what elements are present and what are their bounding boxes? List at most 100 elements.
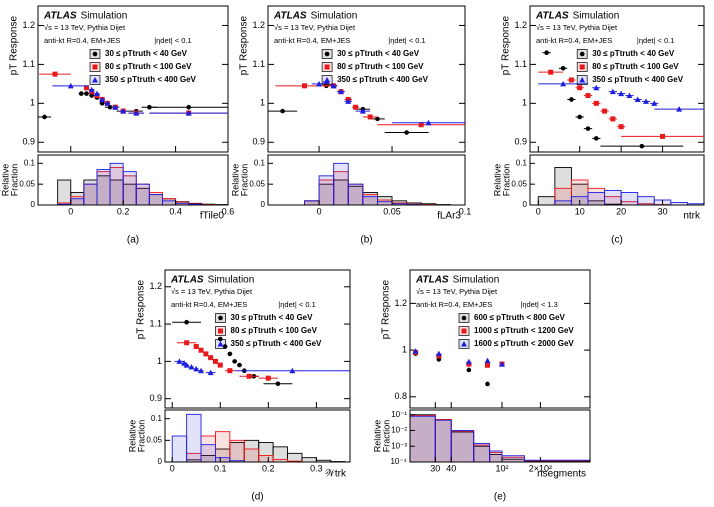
hist-bar bbox=[489, 450, 503, 463]
marker bbox=[568, 77, 574, 83]
y-tick-label: 0.05 bbox=[19, 179, 35, 188]
marker bbox=[237, 362, 242, 368]
y-tick-label: 10⁻¹ bbox=[391, 410, 407, 419]
legend-label: 30 ≤ pTtruth < 40 GeV bbox=[231, 313, 314, 322]
x-tick-label: 0.4 bbox=[169, 206, 182, 216]
hist-y-label: Relative bbox=[127, 420, 137, 453]
legend-label: 30 ≤ pTtruth < 40 GeV bbox=[592, 49, 675, 58]
hist-bar bbox=[186, 413, 202, 463]
y-tick-label: 1 bbox=[30, 98, 35, 108]
panel-label: (a) bbox=[127, 235, 139, 246]
hist-bar bbox=[620, 192, 639, 206]
marker bbox=[217, 336, 223, 342]
energy-label: √s = 13 TeV, Pythia Dijet bbox=[44, 23, 126, 32]
y-tick-label: 0.1 bbox=[24, 158, 36, 167]
frame bbox=[409, 269, 591, 409]
y-tick-label: 0.1 bbox=[254, 158, 266, 167]
marker bbox=[425, 119, 432, 126]
y-tick-label: 0 bbox=[523, 200, 528, 209]
hist-bar bbox=[362, 196, 378, 206]
marker bbox=[634, 96, 641, 102]
legend-label: 80 ≤ pTtruth < 100 GeV bbox=[337, 62, 424, 71]
marker bbox=[104, 100, 111, 106]
hist-bar bbox=[333, 162, 349, 206]
y-axis-label: pT Response bbox=[239, 16, 250, 76]
hist-bar bbox=[70, 198, 85, 206]
marker bbox=[404, 130, 409, 135]
legend-marker bbox=[217, 341, 224, 347]
y-tick-label: 1.2 bbox=[149, 281, 162, 291]
energy-label: √s = 13 TeV, Pythia Dijet bbox=[416, 287, 498, 296]
marker bbox=[222, 344, 228, 349]
x-tick-label: 0.05 bbox=[383, 206, 401, 216]
marker bbox=[203, 351, 209, 357]
jet-label: anti-kt R=0.4, EM+JES bbox=[416, 300, 492, 309]
marker bbox=[208, 355, 214, 361]
jet-label: anti-kt R=0.4, EM+JES bbox=[171, 300, 247, 309]
marker bbox=[610, 116, 616, 122]
y-tick-label: 10⁻² bbox=[391, 426, 407, 435]
hist-bar bbox=[304, 200, 320, 206]
marker bbox=[485, 362, 491, 368]
y-axis-label: pT Response bbox=[381, 280, 392, 340]
x-tick-label: 0.2 bbox=[262, 463, 275, 473]
marker bbox=[280, 108, 285, 114]
hist-bar bbox=[229, 439, 245, 463]
y-tick-label: 0.8 bbox=[394, 391, 407, 401]
hist-y-label: Relative bbox=[372, 420, 382, 453]
x-tick-label: 0.1 bbox=[459, 206, 472, 216]
marker bbox=[359, 108, 366, 114]
marker bbox=[412, 348, 419, 354]
marker bbox=[99, 101, 105, 106]
y-tick-label: 1.1 bbox=[22, 59, 35, 69]
frame bbox=[529, 154, 705, 206]
y-tick-label: 1 bbox=[402, 344, 407, 354]
marker bbox=[188, 363, 195, 370]
legend-marker bbox=[461, 341, 467, 347]
marker bbox=[198, 347, 204, 353]
hist-bar bbox=[554, 200, 572, 206]
frame bbox=[409, 409, 591, 463]
hist-bar bbox=[162, 200, 177, 206]
hist-bar bbox=[258, 455, 274, 463]
marker bbox=[345, 98, 352, 104]
y-tick-label: 1.2 bbox=[22, 20, 35, 30]
marker bbox=[660, 133, 666, 139]
legend-label: 80 ≤ pTtruth < 100 GeV bbox=[231, 326, 318, 335]
jet-label: anti-kt R=0.4, EM+JES bbox=[274, 36, 350, 45]
marker bbox=[133, 110, 140, 116]
legend-label: 30 ≤ pTtruth < 40 GeV bbox=[337, 49, 420, 58]
marker bbox=[186, 104, 191, 110]
y-tick-label: 1 bbox=[260, 98, 265, 108]
x-axis-label: fTile0 bbox=[200, 211, 225, 222]
marker bbox=[316, 80, 323, 87]
legend-marker bbox=[461, 315, 467, 321]
y-tick-label: 1 bbox=[522, 98, 527, 108]
y-tick-label: 0.05 bbox=[146, 435, 162, 444]
legend-label: 1600 ≤ pTtruth < 2000 GeV bbox=[474, 339, 574, 348]
x-tick-label: 0.1 bbox=[214, 463, 227, 473]
marker bbox=[301, 83, 307, 89]
marker bbox=[548, 69, 554, 75]
marker bbox=[176, 358, 183, 364]
marker bbox=[484, 357, 491, 364]
hist-bar bbox=[450, 430, 475, 463]
marker bbox=[265, 375, 271, 381]
y-tick-label: 0.05 bbox=[511, 179, 527, 188]
x-tick-label: 0.3 bbox=[310, 463, 323, 473]
hist-bar bbox=[57, 179, 72, 206]
legend-label: 350 ≤ pTtruth < 400 GeV bbox=[337, 75, 429, 84]
x-tick-label: 2×10² bbox=[529, 463, 552, 473]
marker bbox=[183, 362, 190, 368]
legend-marker bbox=[461, 328, 467, 334]
legend-label: 350 ≤ pTtruth < 400 GeV bbox=[231, 339, 323, 348]
hist-bar bbox=[109, 162, 124, 206]
panel-label: (e) bbox=[494, 492, 506, 503]
y-tick-label: 0.1 bbox=[151, 414, 163, 423]
x-axis-label: nsegments bbox=[537, 469, 586, 480]
panel-label: (d) bbox=[251, 492, 263, 503]
marker bbox=[232, 359, 237, 364]
legend-label: 80 ≤ pTtruth < 100 GeV bbox=[105, 62, 192, 71]
legend-label: 600 ≤ pTtruth < 800 GeV bbox=[474, 313, 566, 322]
marker bbox=[643, 98, 649, 104]
